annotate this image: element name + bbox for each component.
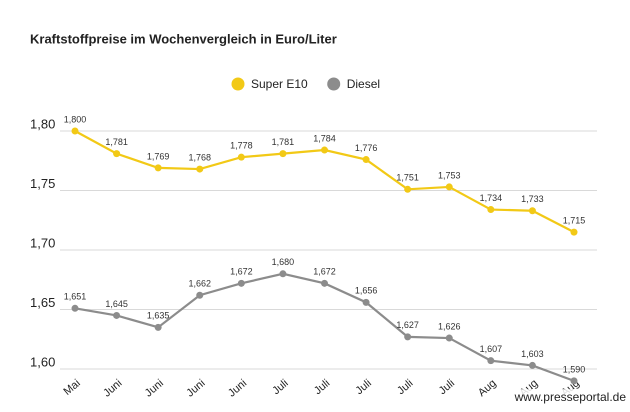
value-label: 1,656: [355, 286, 378, 296]
data-point: [196, 165, 204, 173]
value-label: 1,626: [438, 321, 461, 331]
data-point: [279, 270, 287, 278]
data-point: [570, 228, 578, 236]
data-point: [404, 185, 412, 193]
x-tick-label: Juli: [437, 377, 457, 397]
value-label: 1,607: [480, 344, 503, 354]
value-label: 1,715: [563, 216, 586, 226]
legend-marker: [327, 77, 341, 91]
data-point: [196, 291, 204, 299]
data-point: [528, 207, 536, 215]
value-label: 1,662: [188, 279, 211, 289]
data-point: [445, 334, 453, 342]
x-tick-label: Mai: [61, 377, 82, 398]
data-point: [487, 357, 495, 365]
value-label: 1,781: [105, 137, 128, 147]
data-point: [321, 146, 328, 154]
value-label: 1,751: [396, 173, 419, 183]
value-label: 1,590: [563, 364, 586, 374]
data-point: [71, 127, 79, 135]
value-label: 1,800: [64, 114, 87, 124]
x-tick-label: Juli: [312, 377, 332, 397]
x-tick-label: Juni: [101, 377, 124, 399]
value-label: 1,733: [521, 194, 544, 204]
value-label: 1,778: [230, 141, 253, 151]
series-line: [74, 272, 575, 382]
value-label: 1,645: [105, 299, 128, 309]
data-point: [321, 279, 328, 287]
value-label: 1,672: [230, 267, 253, 277]
data-point: [154, 164, 162, 172]
y-tick-label: 1,65: [30, 295, 55, 310]
x-tick-label: Juni: [184, 377, 207, 399]
data-point: [113, 311, 121, 319]
legend-label: Diesel: [347, 77, 380, 91]
value-label: 1,627: [396, 320, 419, 330]
value-label: 1,651: [64, 292, 87, 302]
legend-marker: [231, 77, 245, 91]
value-label: 1,781: [272, 137, 295, 147]
data-point: [487, 206, 495, 214]
legend-label: Super E10: [251, 77, 308, 91]
data-point: [71, 304, 79, 312]
value-label: 1,753: [438, 170, 461, 180]
data-point: [237, 153, 245, 161]
x-tick-label: Juni: [143, 377, 166, 399]
y-tick-label: 1,80: [30, 116, 55, 131]
data-point: [570, 377, 578, 385]
data-point: [154, 323, 162, 331]
watermark: www.presseportal.de: [514, 390, 627, 404]
data-point: [279, 150, 287, 158]
data-point: [404, 333, 412, 341]
y-tick-label: 1,60: [30, 354, 55, 369]
data-point: [362, 298, 370, 306]
value-label: 1,672: [313, 267, 336, 277]
x-tick-label: Juni: [226, 377, 249, 399]
chart-title: Kraftstoffpreise im Wochenvergleich in E…: [30, 31, 337, 46]
data-point: [445, 183, 453, 191]
x-tick-label: Juli: [354, 377, 374, 397]
watermark-bg: [510, 389, 630, 406]
data-point: [528, 361, 536, 369]
value-label: 1,635: [147, 311, 170, 321]
data-point: [237, 279, 245, 287]
value-label: 1,680: [272, 257, 295, 267]
x-tick-label: Juli: [395, 377, 415, 397]
y-tick-label: 1,70: [30, 235, 55, 250]
value-label: 1,769: [147, 151, 170, 161]
value-label: 1,603: [521, 349, 544, 359]
x-tick-label: Juli: [270, 377, 290, 397]
value-label: 1,768: [188, 152, 211, 162]
value-label: 1,784: [313, 133, 336, 143]
data-point: [362, 156, 370, 164]
data-point: [113, 150, 121, 158]
y-tick-label: 1,75: [30, 176, 55, 191]
value-label: 1,776: [355, 143, 378, 153]
series-line: [74, 130, 575, 234]
value-label: 1,734: [480, 193, 503, 203]
x-tick-label: Aug: [476, 377, 499, 399]
